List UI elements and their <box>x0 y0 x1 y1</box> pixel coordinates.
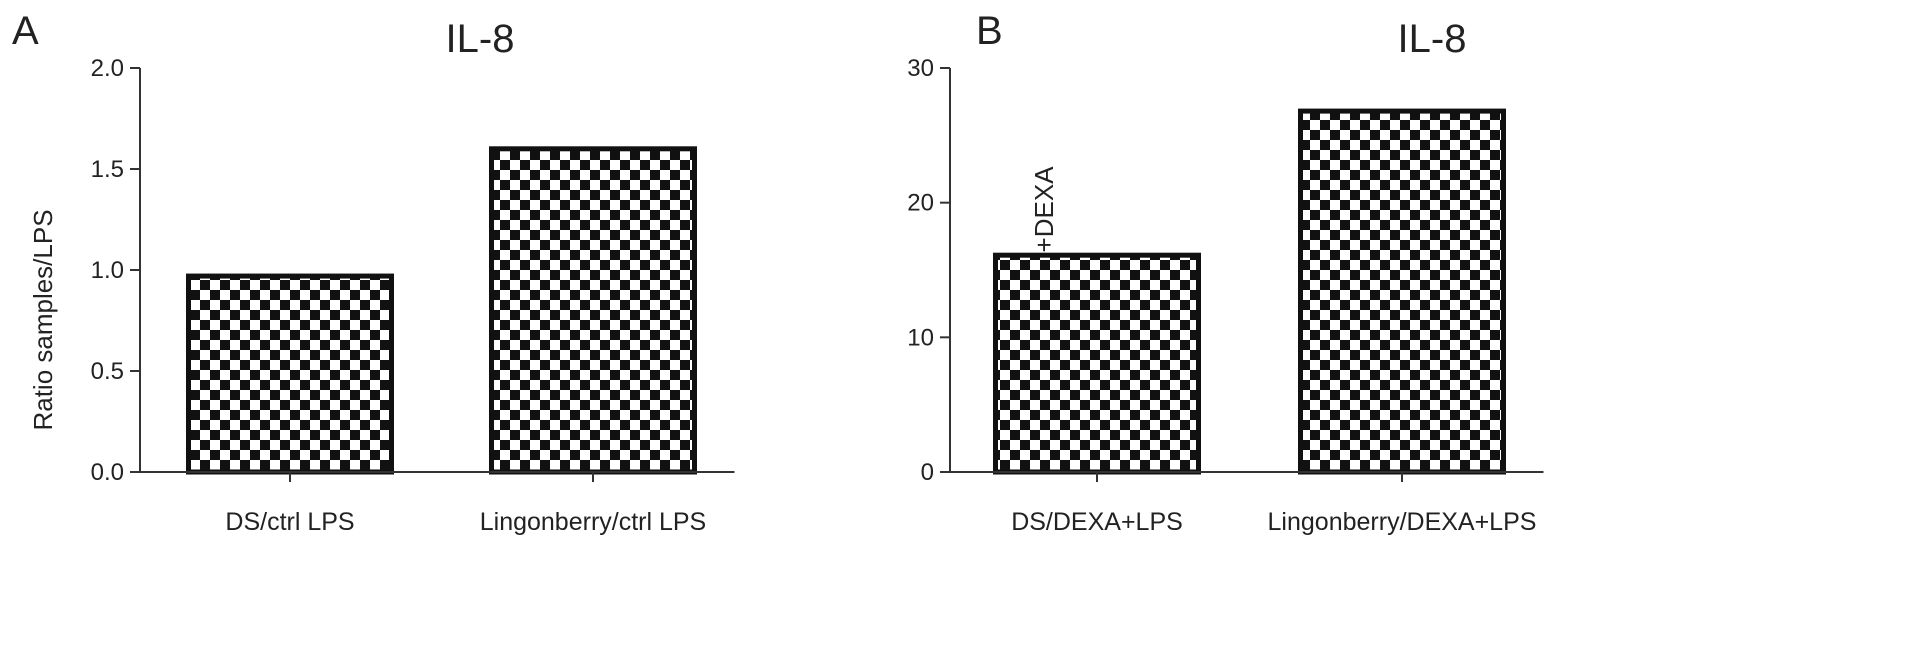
x-tick-label: Lingonberry/ctrl LPS <box>480 508 707 536</box>
y-tick-label: 0 <box>921 459 934 486</box>
y-tick-label: 0.0 <box>91 459 124 486</box>
chart-title-a: IL-8 <box>446 17 515 61</box>
y-tick-label: 0.5 <box>91 358 124 385</box>
y-axis-label-a: Ratio samples/LPS <box>28 209 58 430</box>
bar-b-0 <box>993 252 1201 475</box>
bars-a <box>186 146 697 475</box>
bar-a-1 <box>489 146 697 475</box>
x-axis-b: DS/DEXA+LPS Lingonberry/DEXA+LPS <box>950 471 1544 536</box>
y-tick-label: 30 <box>907 55 934 82</box>
y-tick-label: 20 <box>907 190 934 217</box>
x-tick-label: Lingonberry/DEXA+LPS <box>1268 508 1537 536</box>
bar-b-1 <box>1298 108 1506 475</box>
y-tick-label: 1.5 <box>91 156 124 183</box>
bar-a-0 <box>186 273 394 475</box>
y-tick-label: 2.0 <box>91 55 124 82</box>
x-tick-label: DS/ctrl LPS <box>225 508 354 536</box>
y-tick-label: 10 <box>907 324 934 351</box>
y-axis-a: 0.0 0.5 1.0 1.5 2.0 <box>91 55 141 486</box>
panel-a: A IL-8 Ratio samples/LPS 0.0 0.5 1.0 1.5 2.0… <box>12 9 735 536</box>
bars-b <box>993 108 1506 475</box>
y-tick-label: 1.0 <box>91 257 124 284</box>
panel-letter-b: B <box>976 9 1003 53</box>
y-axis-b: 0 10 20 30 <box>907 55 951 486</box>
x-axis-a: DS/ctrl LPS Lingonberry/ctrl LPS <box>140 471 735 536</box>
x-tick-label: DS/DEXA+LPS <box>1011 508 1183 536</box>
panel-letter-a: A <box>12 9 39 53</box>
chart-title-b: IL-8 <box>1398 17 1467 61</box>
